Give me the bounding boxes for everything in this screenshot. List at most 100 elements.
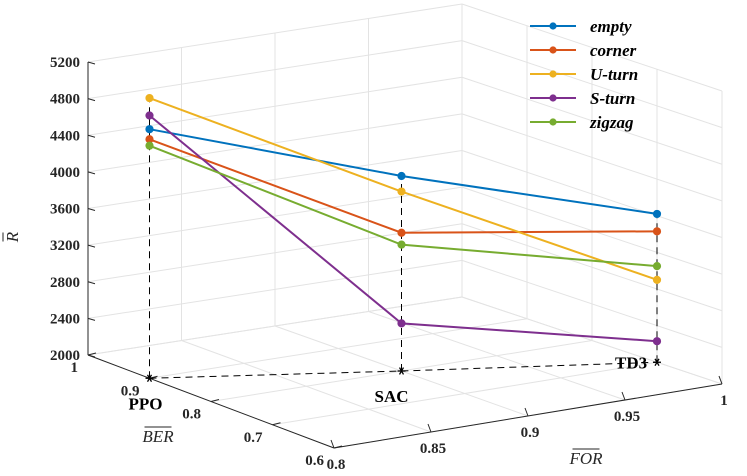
z-tick-label: 2400 [50, 311, 80, 327]
series-zigzag [145, 141, 662, 271]
legend-marker [549, 70, 557, 78]
x-tick-label: 1 [720, 393, 728, 409]
series-line [148, 114, 658, 343]
grid-line-backwall-z [461, 186, 723, 275]
grid-line-backwall-z [461, 223, 723, 312]
z-tick-mark [87, 281, 96, 285]
x-axis-label-text: FOR [568, 449, 603, 468]
x-tick-label: 0.8 [327, 457, 346, 473]
algorithm-star-marker [145, 374, 154, 383]
legend-label: empty [590, 17, 632, 36]
star-stroke [654, 358, 660, 367]
legend: empty corner U-turn S-turn zigzag [530, 17, 638, 132]
z-tick-mark [87, 98, 96, 102]
y-tick-mark [87, 352, 97, 356]
data-point [397, 228, 406, 237]
grid-line-sidewall-z [87, 3, 463, 63]
algorithm-label: SAC [375, 387, 409, 406]
y-tick-mark [272, 422, 281, 426]
data-point [397, 319, 406, 328]
grid-line-sidewall-z [87, 186, 463, 246]
series-empty [145, 125, 662, 219]
x-tick-mark [427, 423, 432, 433]
legend-item-corner: corner [530, 41, 637, 60]
z-axis-label: R [2, 231, 22, 243]
data-point [652, 262, 662, 271]
legend-item-empty: empty [530, 17, 632, 36]
data-point [145, 125, 154, 134]
grid-line-sidewall-z [87, 259, 463, 319]
y-axis-label-text: BER [142, 427, 174, 446]
x-tick-mark [330, 439, 335, 449]
star-stroke [398, 367, 405, 375]
grid-line-sidewall-z [87, 113, 463, 173]
z-tick-mark [87, 244, 96, 248]
z-tick-mark [87, 171, 96, 175]
data-point [397, 240, 406, 249]
series-S-turn [145, 111, 662, 346]
grid-line-floor-y [87, 296, 463, 356]
x-tick-label: 0.9 [521, 425, 540, 441]
legend-item-zigzag: zigzag [530, 113, 634, 132]
y-tick-mark [333, 445, 343, 449]
grid-line-floor-y [272, 361, 658, 426]
x-tick-mark [621, 391, 626, 401]
data-point [145, 93, 154, 103]
tick-labels: 2000 2400 2800 3200 3600 4000 4400 4800 5200 1 0.9… [2, 55, 728, 473]
grid-line-sidewall-z [87, 40, 463, 100]
drop-lines [145, 98, 661, 383]
z-tick-label: 2000 [50, 348, 80, 364]
z-tick-label: 4400 [50, 128, 80, 144]
legend-marker [549, 46, 557, 54]
grid-line-backwall-z [461, 259, 723, 348]
x-tick-mark [524, 407, 529, 417]
data-series [145, 93, 662, 346]
algorithm-star-marker [397, 367, 406, 375]
z-tick-mark [87, 354, 96, 358]
legend-item-U-turn: U-turn [530, 65, 638, 84]
z-tick-mark [87, 317, 96, 321]
legend-label: corner [590, 41, 637, 60]
legend-marker [549, 94, 557, 102]
x-tick-mark [718, 375, 723, 385]
data-point [397, 171, 406, 181]
z-tick-mark [87, 208, 96, 211]
grid-line-backwall-z [461, 113, 723, 202]
y-tick-label: 0.6 [305, 453, 324, 469]
algorithm-star-marker [653, 358, 661, 367]
y-tick-label: 0.9 [121, 383, 140, 399]
z-tick-label: 2800 [50, 275, 80, 291]
x-tick-label: 0.85 [420, 441, 446, 457]
grid-line-backwall-z [461, 3, 723, 92]
y-tick-label: 0.7 [244, 430, 263, 446]
y-axis-label: BER [142, 426, 174, 446]
z-tick-label: 3600 [50, 202, 80, 218]
series-U-turn [145, 93, 662, 284]
legend-label: S-turn [590, 89, 635, 108]
data-point [652, 337, 662, 346]
z-tick-label: 3200 [50, 238, 80, 254]
z-tick-label: 4000 [50, 165, 80, 181]
legend-item-S-turn: S-turn [530, 89, 635, 108]
z-axis-label-text: R [3, 231, 22, 243]
grid-line-backwall-z [461, 150, 723, 238]
z-tick-mark [87, 61, 96, 65]
z-tick-label: 5200 [50, 55, 80, 71]
legend-marker [549, 118, 557, 126]
y-tick-label: 1 [71, 360, 79, 376]
data-point [145, 141, 154, 150]
legend-label: zigzag [589, 113, 634, 132]
grid-line-backwall-z [461, 76, 723, 165]
z-tick-mark [87, 134, 96, 138]
series-corner [145, 135, 662, 237]
z-tick-label: 4800 [50, 92, 80, 108]
grid-line-backwall-z [461, 40, 723, 129]
data-point [652, 227, 662, 236]
y-tick-mark [210, 399, 220, 402]
y-tick-label: 0.8 [182, 407, 201, 423]
legend-label: U-turn [590, 65, 638, 84]
legend-marker [549, 22, 557, 30]
x-axis-label: FOR [568, 448, 603, 468]
star-stroke [146, 374, 153, 383]
